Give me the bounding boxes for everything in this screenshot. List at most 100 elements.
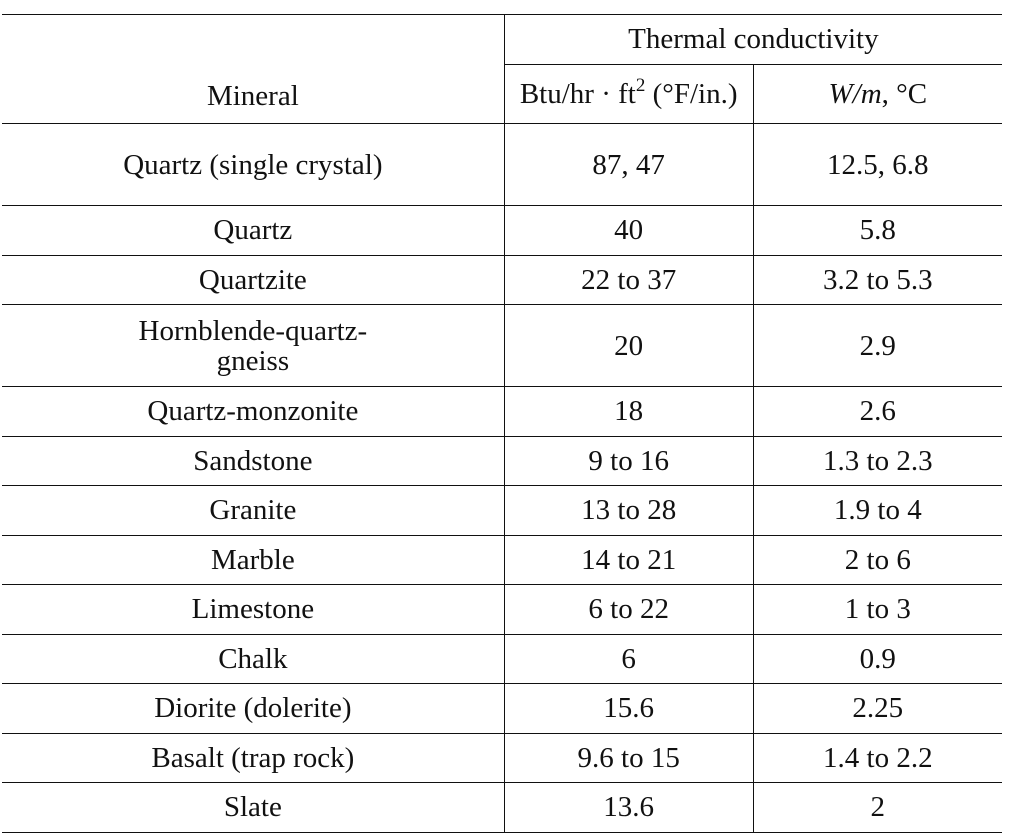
table-cell: 15.6 <box>503 683 754 734</box>
cell-text: Quartzite <box>198 263 307 296</box>
table-cell: 13 to 28 <box>503 485 754 536</box>
table-cell: 18 <box>503 386 754 437</box>
table-cell: 2.9 <box>753 304 1002 387</box>
cell-text: Slate <box>223 791 282 824</box>
table-cell: Granite <box>2 485 505 536</box>
table-cell: Limestone <box>2 584 505 635</box>
table-cell: 6 <box>503 633 754 684</box>
cell-text: 1.4 to 2.2 <box>823 741 933 774</box>
cell-text: 1 to 3 <box>844 593 911 626</box>
cell-text: 87, 47 <box>592 148 665 181</box>
table-body: Quartz (single crystal) 87, 47 12.5, 6.8 Qu… <box>2 123 1002 833</box>
cell-text: Hornblende-quartz-gneiss <box>138 314 368 377</box>
cell-text: 15.6 <box>603 692 655 725</box>
cell-text: 18 <box>614 395 644 428</box>
cell-text: Basalt (trap rock) <box>151 741 355 774</box>
table-cell: 40 <box>503 205 754 256</box>
table-cell: 13.6 <box>503 782 754 833</box>
table-row: Chalk 6 0.9 <box>2 633 1002 684</box>
cell-text: 40 <box>614 214 644 247</box>
header-unit1: Btu/hr · ft2 (°F/in.) <box>503 64 754 124</box>
table-cell: Marble <box>2 534 505 585</box>
table-row: Sandstone 9 to 16 1.3 to 2.3 <box>2 435 1002 486</box>
cell-text: Sandstone <box>193 444 313 477</box>
header-unit2: W/m, °C <box>753 64 1002 124</box>
cell-text: Quartz (single crystal) <box>123 148 383 181</box>
table-cell: 20 <box>503 304 754 387</box>
table-cell: 2.25 <box>753 683 1002 734</box>
cell-text: 2.25 <box>852 692 904 725</box>
cell-text: 3.2 to 5.3 <box>823 263 933 296</box>
cell-text: 22 to 37 <box>581 263 677 296</box>
table-row: Quartz 40 5.8 <box>2 205 1002 256</box>
cell-text: 2.6 <box>859 395 896 428</box>
unit-text: W/m <box>828 77 882 110</box>
table-row: Diorite (dolerite) 15.6 2.25 <box>2 683 1002 734</box>
cell-text: Limestone <box>191 593 315 626</box>
table-cell: 2 to 6 <box>753 534 1002 585</box>
cell-text: 6 to 22 <box>588 593 669 626</box>
table-cell: 9.6 to 15 <box>503 732 754 783</box>
cell-text: 5.8 <box>859 214 896 247</box>
header-group: Thermal conductivity <box>503 14 1002 65</box>
table-row: Quartz (single crystal) 87, 47 12.5, 6.8 <box>2 123 1002 206</box>
header-mineral: Mineral <box>2 14 505 124</box>
unit-text: , °C <box>881 77 928 110</box>
table-cell: 2 <box>753 782 1002 833</box>
cell-text: 2 <box>870 791 886 824</box>
cell-text: Granite <box>209 494 297 527</box>
cell-text: Chalk <box>218 642 288 675</box>
table-cell: 1.9 to 4 <box>753 485 1002 536</box>
table-cell: Diorite (dolerite) <box>2 683 505 734</box>
cell-text: 1.9 to 4 <box>833 494 922 527</box>
cell-text: 9 to 16 <box>588 444 669 477</box>
cell-text: 1.3 to 2.3 <box>823 444 933 477</box>
table-cell: 0.9 <box>753 633 1002 684</box>
cell-text: Quartz-monzonite <box>147 395 359 428</box>
unit-text: Btu/hr · ft <box>519 77 636 110</box>
page: {"table": { "header": { "mineral": "Mine… <box>2 14 1002 833</box>
cell-text: Diorite (dolerite) <box>154 692 352 725</box>
table-row: Hornblende-quartz-gneiss 20 2.9 <box>2 304 1002 387</box>
unit-text: (°F/in.) <box>645 77 738 110</box>
table-cell: 22 to 37 <box>503 254 754 305</box>
conductivity-table: Mineral Thermal conductivity Btu/hr · ft… <box>2 14 1002 833</box>
table-cell: Sandstone <box>2 435 505 486</box>
table-row: Quartzite 22 to 37 3.2 to 5.3 <box>2 254 1002 305</box>
table-row: Granite 13 to 28 1.9 to 4 <box>2 485 1002 536</box>
cell-text: 2.9 <box>859 329 896 362</box>
unit-sup: 2 <box>635 74 646 96</box>
table-cell: 1.4 to 2.2 <box>753 732 1002 783</box>
table-cell: Hornblende-quartz-gneiss <box>2 304 505 387</box>
table-cell: 9 to 16 <box>503 435 754 486</box>
table-cell: 2.6 <box>753 386 1002 437</box>
cell-text: Marble <box>210 543 295 576</box>
table-row: Basalt (trap rock) 9.6 to 15 1.4 to 2.2 <box>2 732 1002 783</box>
cell-text: 13 to 28 <box>581 494 677 527</box>
cell-text: 13.6 <box>603 791 655 824</box>
table-row: Marble 14 to 21 2 to 6 <box>2 534 1002 585</box>
table-cell: Slate <box>2 782 505 833</box>
table-cell: 1 to 3 <box>753 584 1002 635</box>
table-cell: 1.3 to 2.3 <box>753 435 1002 486</box>
cell-text: 12.5, 6.8 <box>827 148 929 181</box>
table-cell: Quartz <box>2 205 505 256</box>
table-cell: Chalk <box>2 633 505 684</box>
table-cell: 87, 47 <box>503 123 754 206</box>
table-cell: 5.8 <box>753 205 1002 256</box>
table-cell: 3.2 to 5.3 <box>753 254 1002 305</box>
table-cell: 14 to 21 <box>503 534 754 585</box>
table-cell: Quartz (single crystal) <box>2 123 505 206</box>
table-row: Quartz-monzonite 18 2.6 <box>2 386 1002 437</box>
cell-text: 9.6 to 15 <box>577 741 680 774</box>
cell-text: 0.9 <box>859 642 896 675</box>
table-cell: 6 to 22 <box>503 584 754 635</box>
table-cell: Basalt (trap rock) <box>2 732 505 783</box>
table-cell: Quartzite <box>2 254 505 305</box>
table-row: Limestone 6 to 22 1 to 3 <box>2 584 1002 635</box>
cell-text: 6 <box>621 642 636 675</box>
table-cell: Quartz-monzonite <box>2 386 505 437</box>
cell-text: 20 <box>614 329 644 362</box>
cell-text: Quartz <box>213 214 293 247</box>
table-row: Slate 13.6 2 <box>2 782 1002 833</box>
